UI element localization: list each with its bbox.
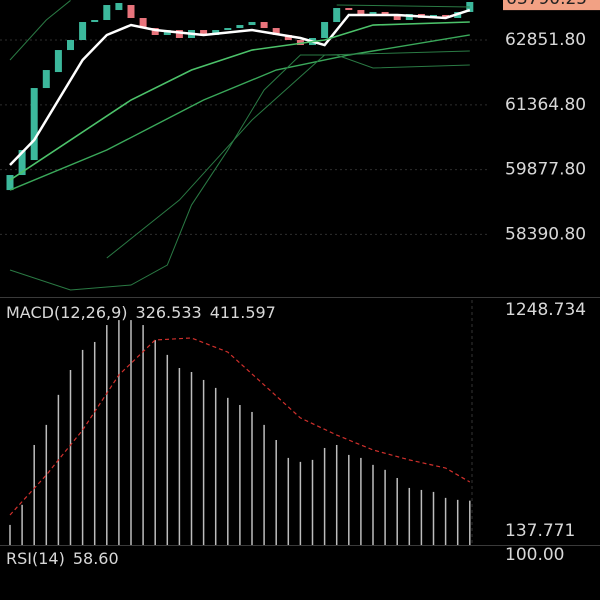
macd-bar [81,349,84,545]
macd-bar [420,489,423,545]
macd-bar [335,444,338,545]
macd-bar [384,469,386,545]
macd-bar [45,424,48,545]
macd-bar [69,370,72,545]
candle-body [30,88,38,161]
candle-body [393,14,401,21]
candle-body [345,8,353,11]
candle-body [272,28,280,35]
candle-body [200,30,208,35]
candle-body [260,22,268,29]
candle-body [357,10,365,15]
candle-body [321,22,329,39]
y-tick-label: 1248.734 [505,300,586,320]
y-tick-label: 59877.80 [505,160,586,180]
candle-body [127,5,135,18]
candle-body [115,3,123,11]
last-price-label: 63790.25 [506,0,587,9]
rsi-text: 58.60 [73,549,119,568]
macd-bar [202,379,205,545]
moving-average-line [9,21,470,181]
macd-bar [118,320,120,545]
y-tick-label: 58390.80 [505,224,586,244]
candle-body [381,11,389,15]
moving-average-line [9,8,471,166]
macd-bar [142,325,144,545]
macd-bar [251,411,253,545]
macd-bar [372,464,374,545]
candle-body [236,25,244,29]
y-tick-label: 137.771 [505,521,575,541]
candle-body [405,13,413,21]
macd-bar [21,504,23,545]
macd-bar [287,457,290,545]
macd-bar [456,499,459,545]
macd-bar [154,339,156,545]
candle-body [296,40,304,46]
macd-bar [360,457,362,545]
candle-body [6,175,14,191]
candle-body [442,14,450,18]
macd-bar [311,459,314,545]
macd-bar [239,405,241,545]
macd-bar [57,394,60,545]
last-price-box [503,0,600,11]
macd-bar [166,354,169,545]
candle-body [91,20,99,23]
macd-bar [432,491,435,545]
macd-bar [93,341,96,545]
macd-bar [348,454,350,545]
y-tick-label: 62851.80 [505,30,586,50]
candle-body [103,5,111,21]
candle-body [175,30,183,39]
rsi-text: RSI(14) [6,549,65,568]
candle-body [284,34,292,41]
candle-body [139,17,147,29]
candle-body [42,70,50,89]
macd-bar [275,440,277,545]
candle-body [151,28,159,35]
candle-body [248,22,256,26]
moving-average-line [9,34,470,191]
candle-body [369,11,377,15]
y-tick-label: 100.00 [505,545,564,565]
candle-body [466,2,474,12]
candle-body [67,40,74,51]
macd-bar [227,397,229,545]
candle-body [224,28,232,31]
moving-average-line [106,50,470,259]
macd-bar [190,371,193,545]
moving-average-line [9,0,470,61]
y-tick-label: 61364.80 [505,95,586,115]
macd-bar [444,497,447,545]
macd-bar [130,320,132,545]
macd-bar [178,368,181,545]
macd-bar [396,477,398,545]
macd-bar [469,500,471,545]
candle-body [18,150,26,176]
macd-signal: 411.597 [210,303,276,322]
rsi-header: RSI(14) 58.60 [6,549,119,568]
macd-bar [214,387,217,545]
candle-body [333,8,341,23]
macd-bar [408,487,411,545]
macd-title: MACD(12,26,9) [6,303,128,322]
macd-bar [263,424,265,545]
macd-bar [33,444,35,545]
macd-header: MACD(12,26,9) 326.533 411.597 [6,303,276,322]
moving-average-line [9,54,470,291]
macd-macd: 326.533 [136,303,202,322]
macd-bar [106,325,108,545]
macd-bar [299,461,302,545]
macd-bar [9,524,11,545]
macd-bar [323,447,326,545]
signal-line [9,337,471,516]
candle-body [54,50,62,73]
candle-body [79,22,87,41]
